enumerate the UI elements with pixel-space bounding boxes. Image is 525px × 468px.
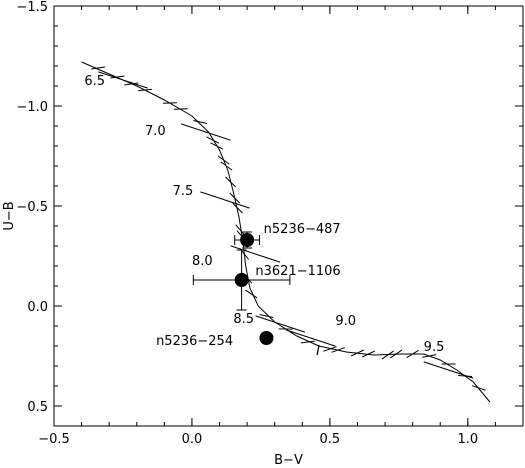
age-label-8.0: 8.0 [192, 254, 213, 269]
track-tick [381, 350, 394, 360]
track-tick [472, 385, 486, 391]
track-tick [361, 350, 376, 358]
track-tick [245, 289, 258, 299]
track-tick [422, 354, 437, 358]
x-tick-label: 0.0 [182, 432, 203, 447]
data-point-label: n5236−254 [156, 334, 233, 349]
track-tick [91, 66, 106, 70]
y-tick-label: −1.5 [16, 0, 48, 15]
age-mark-8.5 [255, 315, 306, 333]
age-label-8.5: 8.5 [233, 312, 254, 327]
x-tick-label: −0.5 [38, 432, 70, 447]
model-track-line [81, 61, 491, 403]
age-marks: 6.5 7.0 7.5 8.0 8.5 9.0 9.5 I [84, 71, 474, 379]
track-tick [350, 349, 365, 357]
track-tick [406, 349, 419, 359]
track-tick [259, 314, 274, 318]
track-tick [193, 120, 208, 124]
track-tick [323, 346, 337, 352]
track-tick [331, 347, 345, 353]
model-track [81, 61, 491, 403]
data-point [240, 233, 255, 247]
track-tick [458, 375, 473, 377]
y-tick-label: −0.5 [16, 200, 48, 215]
track-tick [124, 82, 139, 86]
age-mark-9.5 [423, 361, 474, 379]
track-tick [138, 88, 153, 92]
track-tick [225, 176, 236, 188]
age-mark-9.0 [285, 329, 336, 347]
track-tick [229, 192, 240, 204]
age-label-9.5: 9.5 [424, 340, 445, 355]
data-point [234, 273, 249, 287]
y-axis-title: U−B [2, 201, 17, 230]
track-tick [232, 202, 243, 214]
data-point-label: n3621−1106 [255, 264, 340, 279]
track-tick [217, 155, 230, 165]
age-label-7.5: 7.5 [173, 184, 194, 199]
age-mark-7.0 [180, 123, 231, 141]
age-mark-6.5 [98, 71, 148, 89]
track-tick [210, 142, 224, 150]
data-points: n5236−487 n3621−1106 n5236−254 [156, 222, 341, 349]
y-tick-label: 0.0 [27, 300, 48, 315]
track-tick [206, 136, 220, 144]
track-tick [390, 349, 403, 359]
data-point [259, 331, 274, 345]
age-label-9.0: 9.0 [335, 314, 356, 329]
age-label-7.0: 7.0 [145, 124, 166, 139]
axis-ticks: −0.5 0.0 0.5 1.0 −1.5 −1.0 −0.5 0.0 0.5 [16, 0, 524, 447]
age-mark-7.5 [200, 191, 250, 209]
track-tick [235, 224, 246, 236]
x-axis-title: B−V [274, 453, 303, 468]
plot-frame [53, 5, 524, 427]
age-label-6.5: 6.5 [84, 74, 105, 89]
track-tick [110, 75, 125, 79]
track-tick [220, 161, 233, 171]
age-mark-8.0 [230, 245, 281, 263]
x-tick-label: 1.0 [457, 432, 478, 447]
track-marker-letter: I [316, 344, 320, 359]
y-tick-label: 0.5 [27, 400, 48, 415]
track-tick [300, 340, 315, 344]
y-tick-label: −1.0 [16, 100, 48, 115]
data-point-label: n5236−487 [264, 222, 341, 237]
x-tick-label: 0.5 [320, 432, 341, 447]
